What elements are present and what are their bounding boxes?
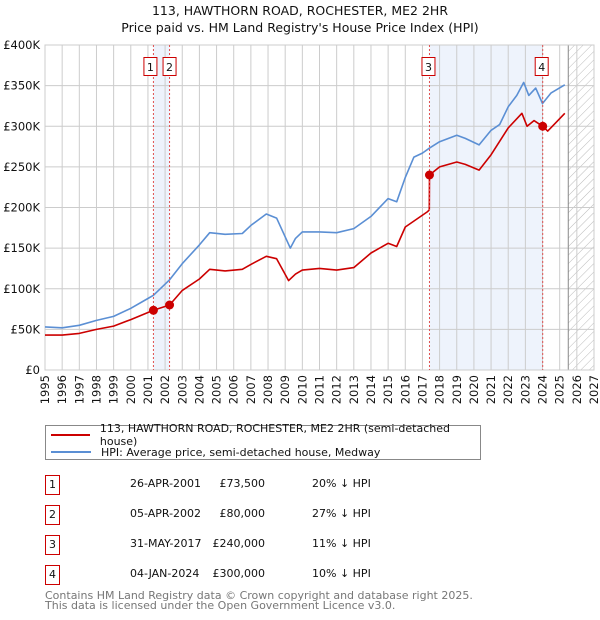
sale-label-3: 3	[425, 61, 432, 74]
sale-point-3	[424, 170, 434, 180]
table-row: 4 04-JAN-2024 £300,000 10% ↓ HPI	[45, 565, 445, 585]
x-tick-label: 2007	[244, 375, 258, 404]
x-tick-label: 2020	[467, 375, 481, 404]
x-tick-label: 2026	[570, 375, 584, 404]
sale-date: 31-MAY-2017	[130, 537, 202, 550]
sale-date: 05-APR-2002	[130, 507, 202, 520]
sale-hpi-diff: 11% ↓ HPI	[312, 537, 371, 550]
footer-copyright: Contains HM Land Registry data © Crown c…	[45, 589, 473, 602]
sale-number: 4	[45, 565, 60, 585]
x-tick-label: 2014	[364, 375, 378, 404]
x-tick-label: 1998	[89, 375, 103, 404]
y-tick-label: £50K	[11, 322, 41, 336]
table-row: 2 05-APR-2002 £80,000 27% ↓ HPI	[45, 505, 445, 525]
sale-hpi-diff: 20% ↓ HPI	[312, 477, 371, 490]
x-tick-label: 2018	[433, 375, 447, 404]
x-tick-label: 2012	[330, 375, 344, 404]
y-tick-label: £300K	[3, 119, 40, 133]
y-tick-label: £350K	[3, 79, 40, 93]
x-tick-label: 2027	[587, 375, 600, 404]
sale-point-1	[148, 305, 158, 315]
sale-label-box	[162, 57, 177, 76]
x-tick-label: 2025	[553, 375, 567, 404]
sale-price: £80,000	[219, 507, 266, 520]
x-tick-label: 2002	[158, 375, 172, 404]
x-tick-label: 2008	[261, 375, 275, 404]
x-tick-label: 2024	[536, 375, 550, 404]
x-tick-label: 1996	[55, 375, 69, 404]
sale-hpi-diff: 10% ↓ HPI	[312, 567, 371, 580]
sale-number: 1	[45, 475, 60, 495]
x-tick-label: 1995	[38, 375, 52, 404]
y-tick-label: £400K	[3, 38, 40, 52]
x-tick-label: 2019	[450, 375, 464, 404]
sale-point-4	[538, 121, 548, 131]
table-row: 1 26-APR-2001 £73,500 20% ↓ HPI	[45, 475, 445, 495]
y-tick-label: £100K	[3, 282, 40, 296]
x-tick-label: 2011	[313, 375, 327, 404]
footer-licence: This data is licensed under the Open Gov…	[45, 599, 396, 612]
x-tick-label: 1999	[107, 375, 121, 404]
x-tick-label: 1997	[72, 375, 86, 404]
sale-date: 26-APR-2001	[130, 477, 202, 490]
table-row: 3 31-MAY-2017 £240,000 11% ↓ HPI	[45, 535, 445, 555]
sale-label-box	[421, 57, 436, 76]
x-tick-label: 2004	[192, 375, 206, 404]
chart-title: 113, HAWTHORN ROAD, ROCHESTER, ME2 2HR	[151, 3, 449, 18]
legend: 113, HAWTHORN ROAD, ROCHESTER, ME2 2HR (…	[45, 422, 481, 460]
x-tick-label: 2013	[347, 375, 361, 404]
x-tick-label: 2010	[295, 375, 309, 404]
sale-price: £73,500	[219, 477, 266, 490]
y-tick-label: £150K	[3, 241, 40, 255]
legend-label-property: 113, HAWTHORN ROAD, ROCHESTER, ME2 2HR (…	[99, 422, 450, 448]
sale-point-2	[165, 300, 175, 310]
sale-label-4: 4	[538, 61, 545, 74]
plot-border	[44, 44, 595, 371]
x-tick-label: 2003	[175, 375, 189, 404]
legend-swatch-blue	[51, 451, 91, 453]
legend-item-property: 113, HAWTHORN ROAD, ROCHESTER, ME2 2HR (…	[51, 422, 480, 448]
sale-label-1: 1	[147, 61, 154, 74]
chart-subtitle: Price paid vs. HM Land Registry's House …	[121, 20, 479, 35]
sale-number: 2	[45, 505, 60, 525]
price-chart: 1 2 3 4 1995 1996 1997 1998 1999 2000 2001 2002 2003…	[3, 38, 600, 404]
x-tick-label: 2005	[210, 375, 224, 404]
sale-number: 3	[45, 535, 60, 555]
sale-date: 04-JAN-2024	[130, 567, 200, 580]
x-tick-label: 2023	[518, 375, 532, 404]
x-tick-label: 2017	[415, 375, 429, 404]
sale-label-2: 2	[166, 61, 173, 74]
y-tick-label: £200K	[3, 201, 40, 215]
y-tick-label: £250K	[3, 160, 40, 174]
sale-price: £300,000	[212, 567, 266, 580]
sale-hpi-diff: 27% ↓ HPI	[312, 507, 371, 520]
hpi-line	[44, 81, 566, 329]
x-tick-label: 2021	[484, 375, 498, 404]
x-tick-label: 2022	[501, 375, 515, 404]
y-tick-label: £0	[25, 363, 40, 377]
sale-price: £240,000	[212, 537, 266, 550]
sale-label-box	[143, 57, 158, 76]
x-tick-label: 2015	[381, 375, 395, 404]
x-tick-label: 2000	[124, 375, 138, 404]
legend-swatch-red	[51, 434, 90, 436]
x-tick-label: 2016	[398, 375, 412, 404]
x-tick-label: 2009	[278, 375, 292, 404]
x-tick-label: 2001	[141, 375, 155, 404]
sale-label-box	[534, 57, 549, 76]
legend-item-hpi: HPI: Average price, semi-detached house,…	[51, 444, 380, 460]
x-tick-label: 2006	[227, 375, 241, 404]
legend-label-hpi: HPI: Average price, semi-detached house,…	[101, 445, 381, 459]
